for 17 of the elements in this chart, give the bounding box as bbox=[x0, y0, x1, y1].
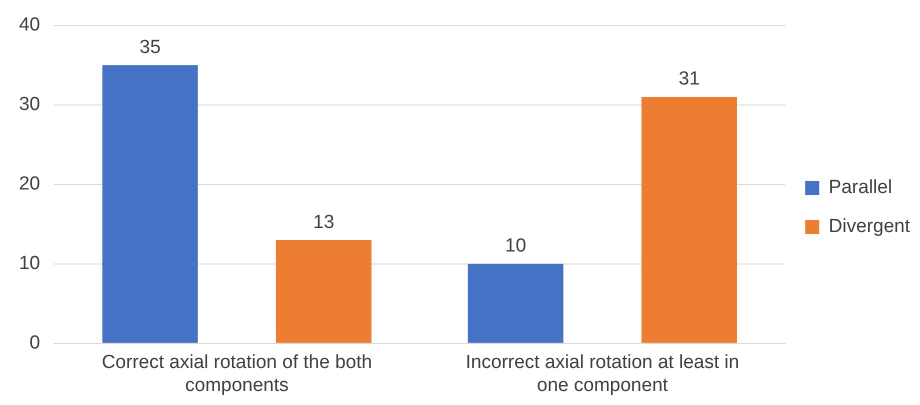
legend-label: Divergent bbox=[828, 216, 911, 238]
bar bbox=[641, 96, 737, 343]
y-tick-label: 0 bbox=[30, 332, 40, 354]
y-tick-label: 40 bbox=[18, 14, 40, 36]
y-tick-label: 10 bbox=[18, 253, 40, 274]
data-label: 35 bbox=[140, 36, 161, 58]
x-tick-label: Correct axial rotation of the both components bbox=[102, 352, 372, 396]
data-label: 10 bbox=[505, 236, 526, 257]
bar bbox=[102, 65, 198, 343]
legend-label: Parallel bbox=[828, 177, 892, 198]
y-tick-label: 30 bbox=[18, 94, 40, 116]
data-label: 13 bbox=[313, 212, 334, 233]
y-tick-label: 20 bbox=[18, 174, 40, 195]
data-label: 31 bbox=[678, 68, 700, 90]
bar bbox=[276, 240, 372, 343]
x-tick-label: Incorrect axial rotation at least in one component bbox=[466, 352, 740, 396]
bar bbox=[468, 264, 564, 343]
